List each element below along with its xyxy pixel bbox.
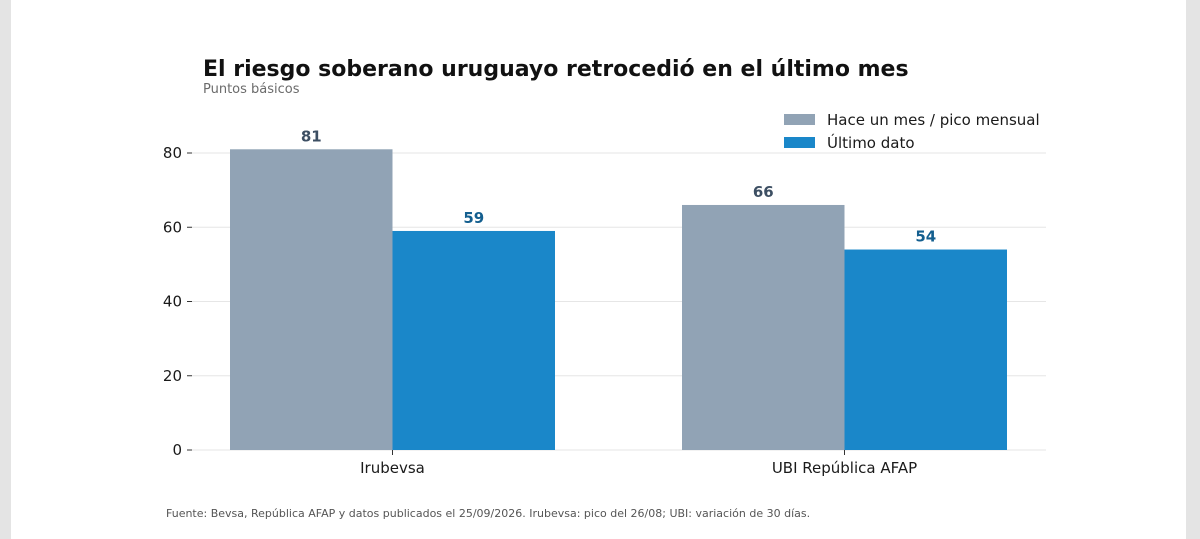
- bar-latest: [392, 230, 555, 450]
- x-tick-label: UBI República AFAP: [772, 459, 917, 477]
- bar-value-label: 81: [301, 127, 322, 145]
- bar-previous: [230, 149, 393, 450]
- legend-swatch-previous: [784, 114, 815, 125]
- chart-subtitle: Puntos básicos: [203, 82, 300, 97]
- legend-item-previous: Hace un mes / pico mensual: [784, 108, 1040, 131]
- y-tick-label: 80: [163, 144, 182, 162]
- legend-label-latest: Último dato: [827, 133, 915, 152]
- bar-value-label: 66: [753, 183, 774, 201]
- chart-title: El riesgo soberano uruguayo retrocedió e…: [203, 57, 909, 82]
- y-tick-label: 0: [172, 441, 182, 459]
- y-tick-label: 60: [163, 218, 182, 236]
- bar-latest: [844, 249, 1007, 450]
- bar-value-label: 59: [463, 209, 484, 227]
- bar-previous: [682, 204, 845, 450]
- legend-item-latest: Último dato: [784, 131, 1040, 154]
- bar-value-label: 54: [915, 228, 936, 246]
- bar-chart: 0 20 40 60 80 81 59 Irubevsa 66 54 UBI República A…: [163, 127, 1046, 477]
- y-tick-label: 40: [163, 293, 182, 311]
- legend-label-previous: Hace un mes / pico mensual: [827, 110, 1040, 129]
- legend-swatch-latest: [784, 137, 815, 148]
- chart-legend: Hace un mes / pico mensual Último dato: [784, 108, 1040, 154]
- chart-card: 0 20 40 60 80 81 59 Irubevsa 66 54 UBI República A…: [11, 0, 1186, 539]
- x-tick-label: Irubevsa: [360, 459, 425, 477]
- source-note: Fuente: Bevsa, República AFAP y datos pu…: [166, 507, 811, 520]
- y-tick-label: 20: [163, 367, 182, 385]
